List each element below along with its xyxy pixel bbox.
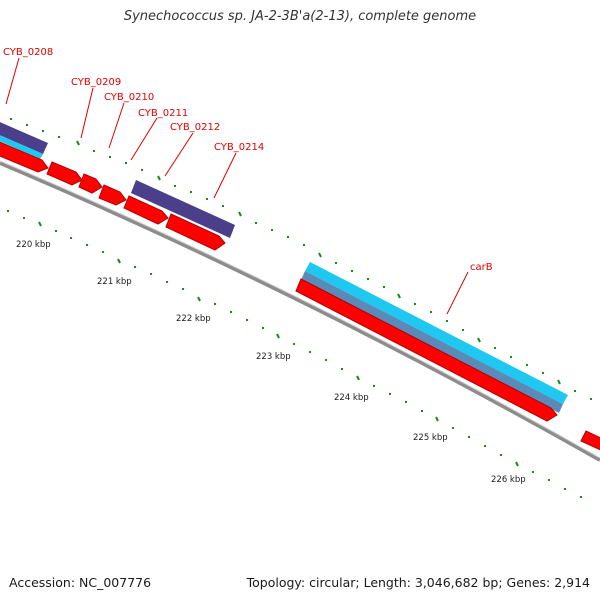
scale-label: 225 kbp [413, 433, 448, 443]
scale-labels: 220 kbp 221 kbp 222 kbp 223 kbp 224 kbp … [16, 240, 526, 485]
cds-arrow[interactable] [165, 213, 226, 251]
gc-tick-track [76, 140, 561, 385]
gene-label-CYB_0208[interactable]: CYB_0208 [3, 47, 53, 58]
gene-label-carB[interactable]: carB [470, 262, 493, 273]
gene-carB-blue[interactable] [301, 271, 563, 413]
cds-arrow[interactable] [78, 173, 103, 194]
cds-arrow[interactable] [580, 430, 600, 452]
cds-arrow[interactable] [295, 278, 558, 422]
gene-label-CYB_0210[interactable]: CYB_0210 [104, 92, 154, 103]
cds-track [0, 140, 600, 452]
gene-CYB_0208-cyan[interactable] [0, 133, 43, 159]
gene-label-CYB_0211[interactable]: CYB_0211 [138, 108, 188, 119]
gene-label-CYB_0209[interactable]: CYB_0209 [71, 77, 121, 88]
cds-arrow[interactable] [46, 161, 83, 186]
gene-CYB_0212[interactable] [131, 180, 235, 238]
map-title: Synechococcus sp. JA-2-3B'a(2-13), compl… [123, 9, 477, 24]
gene-CYB_0208[interactable] [0, 120, 48, 154]
scale-label: 226 kbp [491, 475, 526, 485]
scale-ruler-dots [7, 210, 582, 498]
gene-label-CYB_0214[interactable]: CYB_0214 [214, 142, 264, 153]
accession-text: Accession: NC_007776 [9, 575, 152, 590]
scale-label: 224 kbp [334, 393, 369, 403]
scale-label: 223 kbp [256, 352, 291, 362]
genome-backbone-highlight [0, 160, 600, 459]
scale-label: 220 kbp [16, 240, 51, 250]
cds-arrow[interactable] [123, 195, 169, 225]
gene-labels: CYB_0208 CYB_0209 CYB_0210 CYB_0211 CYB_… [3, 47, 493, 273]
gene-label-CYB_0212[interactable]: CYB_0212 [170, 122, 220, 133]
scale-label: 221 kbp [97, 277, 132, 287]
genome-summary-text: Topology: circular; Length: 3,046,682 bp… [246, 575, 590, 590]
cds-arrow[interactable] [0, 140, 49, 173]
scale-label: 222 kbp [176, 314, 211, 324]
scale-ruler-ticks [38, 221, 519, 467]
cds-arrow[interactable] [98, 184, 127, 206]
genome-backbone [0, 161, 600, 462]
gene-carB-cyan[interactable] [305, 262, 568, 404]
gc-dot-track [10, 118, 592, 400]
feature-track-upper [0, 120, 568, 413]
callout-lines [5, 57, 469, 315]
